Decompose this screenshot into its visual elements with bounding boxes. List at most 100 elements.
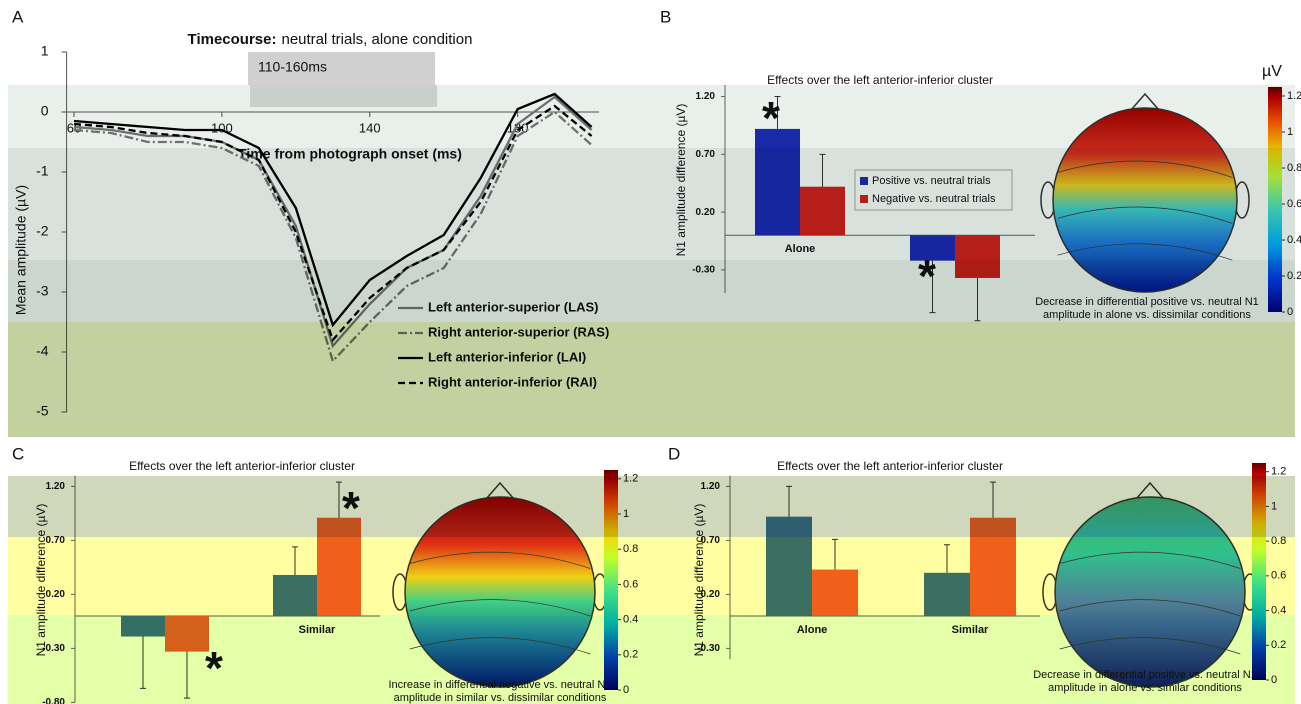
x-axis-label: Time from photograph onset (ms): [238, 146, 462, 162]
colorbar-tick-label: 0.4: [623, 614, 638, 626]
annotation: 110-160ms: [258, 59, 327, 75]
y-tick-label: 0: [41, 103, 49, 119]
legend-label: Negative vs. neutral trials: [872, 193, 996, 205]
colorbar-tick-label: 0.8: [1271, 535, 1286, 547]
bar: [273, 574, 317, 616]
chart-title: Timecourse: neutral trials, alone conditi…: [188, 31, 473, 48]
colorbar-tick-label: 0.6: [1287, 198, 1301, 210]
bar: [766, 516, 812, 616]
bar: [955, 235, 1000, 278]
colorbar: [1252, 463, 1266, 680]
chart-title: Effects over the left anterior-inferior …: [129, 459, 355, 473]
legend-label: Right anterior-inferior (RAI): [428, 374, 597, 389]
y-tick-label: 0.70: [696, 149, 716, 160]
x-tick-label: Similar: [952, 624, 989, 636]
y-axis-label: N1 amplitude difference (µV): [692, 504, 706, 657]
colorbar-tick-label: 0.8: [1287, 162, 1301, 174]
legend-label: Positive vs. neutral trials: [872, 175, 991, 187]
topomap-caption: Decrease in differential positive vs. ne…: [1033, 669, 1257, 681]
x-tick-label: Alone: [785, 243, 816, 255]
y-tick-label: 0.20: [701, 589, 721, 600]
error-bar: [292, 546, 298, 575]
y-tick-label: 1.20: [701, 481, 721, 492]
chart-title: Effects over the left anterior-inferior …: [767, 73, 993, 87]
topomap-caption: Increase in differential negative vs. ne…: [389, 679, 612, 691]
topomap-caption: amplitude in alone vs. dissimilar condit…: [1043, 309, 1251, 321]
error-bar: [184, 651, 190, 699]
bar: [800, 186, 845, 236]
chart-title: Effects over the left anterior-inferior …: [777, 459, 1003, 473]
y-tick-label: -3: [36, 283, 49, 299]
bar: [812, 569, 858, 616]
colorbar-tick-label: 1.2: [1287, 90, 1301, 102]
error-bar: [990, 481, 996, 518]
legend-label: Left anterior-superior (LAS): [428, 299, 598, 314]
colorbar-tick-label: 1: [1287, 126, 1293, 138]
bar: [924, 572, 970, 616]
significance: *: [342, 482, 360, 534]
topomap-caption: Decrease in differential positive vs. ne…: [1035, 296, 1259, 308]
colorbar-tick-label: 1.2: [623, 473, 638, 485]
bar: [121, 616, 165, 637]
panel-label: A: [12, 7, 24, 26]
colorbar-tick-label: 1: [1271, 500, 1277, 512]
y-tick-label: -0.80: [42, 697, 65, 704]
bar: [165, 616, 209, 652]
title-rest: neutral trials, alone condition: [281, 31, 472, 48]
y-tick-label: 1.20: [696, 91, 716, 102]
bar: [970, 517, 1016, 616]
y-tick-label: -4: [36, 343, 49, 359]
colorbar-tick-label: 0: [1271, 674, 1277, 686]
error-bar: [832, 538, 838, 570]
significance: *: [918, 250, 936, 302]
y-tick-label: -1: [36, 163, 49, 179]
colorbar-tick-label: 0.6: [1271, 570, 1286, 582]
legend-swatch: [860, 177, 868, 185]
annotation-box: [248, 52, 435, 85]
topomap-caption: amplitude in similar vs. dissimilar cond…: [394, 692, 607, 704]
colorbar-tick-label: 1: [623, 508, 629, 520]
y-tick-label: -0.30: [42, 643, 65, 654]
x-tick-label: 140: [359, 120, 381, 135]
y-tick-label: 0.70: [701, 535, 721, 546]
y-axis-label: N1 amplitude difference (µV): [674, 104, 688, 257]
colorbar-tick-label: 1.2: [1271, 466, 1286, 478]
panel-label: B: [660, 7, 671, 26]
y-axis-label: Mean amplitude (µV): [13, 185, 29, 315]
y-tick-label: 1: [41, 43, 49, 59]
colorbar: [1268, 87, 1282, 312]
legend-swatch: [860, 195, 868, 203]
colorbar-tick-label: 0.4: [1271, 604, 1286, 616]
error-bar: [819, 153, 826, 187]
panel-label: D: [668, 444, 680, 463]
y-tick-label: -2: [36, 223, 49, 239]
error-bar: [786, 485, 792, 517]
y-tick-label: -0.30: [692, 265, 715, 276]
y-tick-label: 0.20: [696, 207, 716, 218]
y-tick-label: 0.20: [46, 589, 66, 600]
colorbar-tick-label: 0.2: [1287, 270, 1301, 282]
error-bar: [140, 636, 146, 689]
panel-label: C: [12, 444, 24, 463]
significance: *: [762, 92, 780, 144]
colorbar-tick-label: 0.8: [623, 543, 638, 555]
x-tick-label: Alone: [797, 624, 828, 636]
colorbar-tick-label: 0.2: [1271, 639, 1286, 651]
error-bar: [974, 277, 981, 322]
topomap: [404, 496, 596, 688]
colorbar: [604, 470, 618, 690]
y-tick-label: -0.30: [697, 643, 720, 654]
y-tick-label: -5: [36, 403, 49, 419]
colorbar-tick-label: 0.2: [623, 649, 638, 661]
y-tick-label: 0.70: [46, 535, 66, 546]
legend-label: Right anterior-superior (RAS): [428, 324, 609, 339]
y-axis-label: N1 amplitude difference (µV): [34, 504, 48, 657]
topomap-caption: amplitude in alone vs. similar condition…: [1048, 682, 1242, 694]
legend-label: Left anterior-inferior (LAI): [428, 349, 586, 364]
topomap: [1054, 496, 1246, 688]
colorbar-tick-label: 0.4: [1287, 234, 1301, 246]
colorbar-label: µV: [1262, 63, 1282, 80]
significance: *: [205, 642, 223, 694]
